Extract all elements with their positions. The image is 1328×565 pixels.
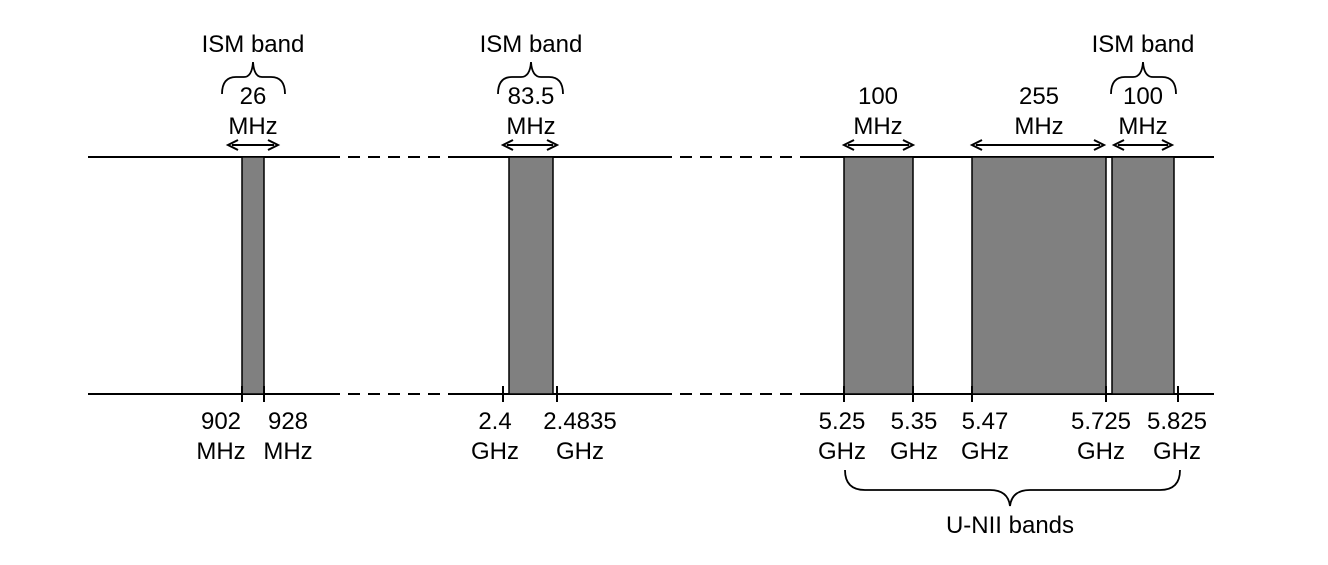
freq-label-902: 902 MHz [196,408,245,465]
width-arrows [225,139,1175,151]
width-label-255: 255 MHz [1014,83,1063,140]
freq-value: 5.725 [1071,408,1131,435]
freq-value: 5.47 [962,408,1009,435]
freq-label-928: 928 MHz [263,408,312,465]
freq-value: 5.825 [1147,408,1207,435]
arrow-26-mhz [225,139,281,151]
ism-band-label-5800: ISM band [1092,31,1195,58]
freq-value: 5.25 [819,408,866,435]
freq-unit: MHz [263,438,312,465]
freq-value: 5.35 [891,408,938,435]
freq-unit: GHz [890,438,938,465]
band-5250-5350 [843,156,914,395]
arrow-255-mhz [969,139,1107,151]
arrow-100-mhz-unii1 [841,139,916,151]
arrow-100-mhz-ism [1111,139,1175,151]
freq-label-5-25: 5.25 GHz [818,408,866,465]
freq-label-5-47: 5.47 GHz [961,408,1009,465]
freq-label-2-4835: 2.4835 GHz [543,408,616,465]
width-value: 100 [858,83,898,110]
width-unit: MHz [1118,113,1167,140]
ism-brace-2400 [497,61,564,95]
width-value: 255 [1019,83,1059,110]
freq-label-5-825: 5.825 GHz [1147,408,1207,465]
band-5725-5825 [1111,156,1175,395]
width-label-26: 26 MHz [228,83,277,140]
freq-unit: GHz [471,438,519,465]
unii-bands-label: U-NII bands [946,512,1074,539]
band-5470-5725 [971,156,1107,395]
frequency-ticks [241,386,1179,402]
freq-value: 928 [268,408,308,435]
freq-unit: GHz [1153,438,1201,465]
width-unit: MHz [506,113,555,140]
width-label-100-a: 100 MHz [853,83,902,140]
ism-brace-900 [221,61,286,95]
freq-value: 2.4835 [543,408,616,435]
band-902-928 [241,156,265,395]
width-value: 26 [240,83,267,110]
freq-value: 2.4 [478,408,511,435]
freq-unit: MHz [196,438,245,465]
freq-label-2-4: 2.4 GHz [471,408,519,465]
freq-unit: GHz [818,438,866,465]
freq-label-5-35: 5.35 GHz [890,408,938,465]
width-unit: MHz [228,113,277,140]
ism-band-label-900: ISM band [202,31,305,58]
freq-value: 902 [201,408,241,435]
freq-unit: GHz [961,438,1009,465]
ism-brace-5800 [1110,61,1177,95]
band-2400-2483 [508,156,554,395]
width-label-100-b: 100 MHz [1118,83,1167,140]
width-unit: MHz [1014,113,1063,140]
freq-unit: GHz [1077,438,1125,465]
width-value: 100 [1123,83,1163,110]
ism-band-label-2400: ISM band [480,31,583,58]
freq-label-5-725: 5.725 GHz [1071,408,1131,465]
unii-brace [844,469,1181,507]
arrow-83-5-mhz [500,139,560,151]
freq-unit: GHz [556,438,604,465]
width-value: 83.5 [508,83,555,110]
ism-braces [221,61,1177,95]
width-unit: MHz [853,113,902,140]
width-label-83-5: 83.5 MHz [506,83,555,140]
